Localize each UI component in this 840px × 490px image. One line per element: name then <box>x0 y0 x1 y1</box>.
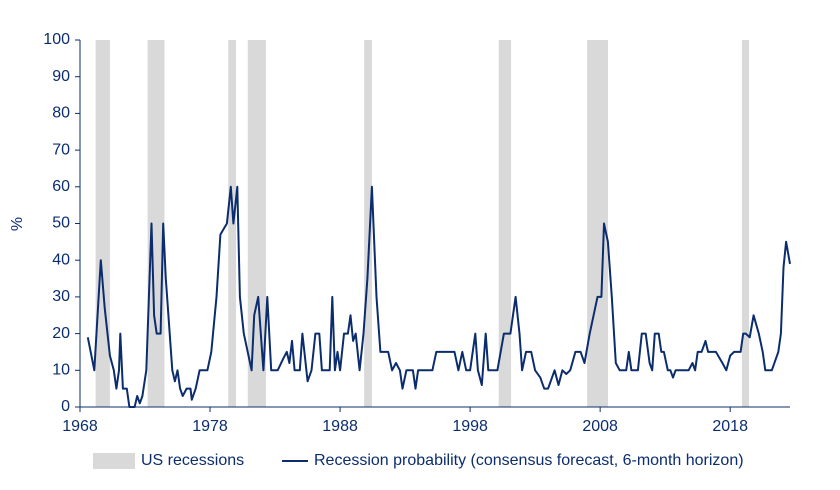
y-tick-label: 50 <box>52 215 70 232</box>
y-tick-label: 30 <box>52 288 70 305</box>
x-tick-label: 1978 <box>192 418 228 435</box>
recession-band <box>741 40 750 407</box>
recession-band <box>95 40 110 407</box>
probability-line <box>86 185 791 408</box>
x-tick-label: 2008 <box>582 418 618 435</box>
recession-band <box>364 40 372 407</box>
y-tick-label: 80 <box>52 105 70 122</box>
y-tick-label: 10 <box>52 362 70 379</box>
y-tick-label: 70 <box>52 141 70 158</box>
recession-band <box>147 40 165 407</box>
legend-label: Recession probability (consensus forecas… <box>314 452 744 469</box>
x-tick-label: 1988 <box>322 418 358 435</box>
x-tick-label: 2018 <box>712 418 748 435</box>
y-tick-label: 60 <box>52 178 70 195</box>
recession-band <box>228 40 237 407</box>
y-tick-label: 0 <box>61 398 70 415</box>
y-tick-label: 100 <box>43 31 70 48</box>
x-tick-label: 1968 <box>62 418 98 435</box>
recession-band <box>587 40 608 407</box>
legend-label: US recessions <box>141 452 244 469</box>
y-tick-label: 20 <box>52 325 70 342</box>
y-tick-label: 90 <box>52 68 70 85</box>
legend-swatch <box>93 453 135 469</box>
x-tick-label: 1998 <box>452 418 488 435</box>
y-axis-label: % <box>9 217 26 231</box>
y-tick-label: 40 <box>52 251 70 268</box>
recession-band <box>247 40 266 407</box>
recession-band <box>498 40 512 407</box>
